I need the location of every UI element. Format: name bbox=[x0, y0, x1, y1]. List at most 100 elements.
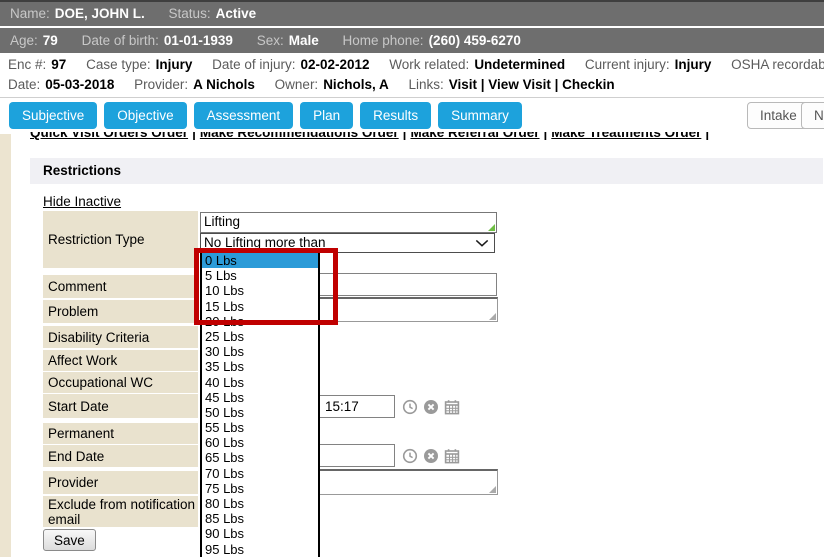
sex-value: Male bbox=[288, 33, 319, 48]
dropdown-option[interactable]: 20 Lbs bbox=[205, 313, 245, 329]
work-related-value: Undetermined bbox=[474, 57, 566, 72]
restriction-type-selected-value: No Lifting more than bbox=[204, 235, 326, 250]
intake-button[interactable]: Intake bbox=[747, 102, 810, 129]
owner-label: Owner: bbox=[274, 77, 319, 92]
home-phone-value: (260) 459-6270 bbox=[428, 33, 521, 48]
dropdown-option[interactable]: 40 Lbs bbox=[205, 374, 245, 390]
age-label: Age: bbox=[10, 33, 38, 48]
dropdown-option[interactable]: 15 Lbs bbox=[205, 298, 245, 314]
label-affect-work: Affect Work bbox=[43, 350, 198, 371]
make-referral-link[interactable]: Make Referral Order bbox=[410, 132, 540, 140]
tab-summary[interactable]: Summary bbox=[438, 102, 522, 129]
dropdown-option[interactable]: 60 Lbs bbox=[205, 435, 245, 451]
dropdown-option[interactable]: 85 Lbs bbox=[205, 511, 245, 527]
chevron-down-icon bbox=[475, 239, 489, 247]
order-links-row: Quick Visit Orders Order | Make Recommenda… bbox=[30, 132, 810, 145]
label-text: Permanent bbox=[48, 426, 115, 441]
top-edge-line bbox=[0, 0, 824, 2]
make-treatments-link[interactable]: Make Treatments Order bbox=[551, 132, 702, 140]
header-divider bbox=[0, 97, 824, 98]
tab-subjective[interactable]: Subjective bbox=[9, 102, 98, 129]
date-value: 05-03-2018 bbox=[45, 77, 115, 92]
calendar-icon[interactable] bbox=[444, 399, 460, 415]
dropdown-option[interactable]: 25 Lbs bbox=[205, 328, 245, 344]
sex-label: Sex: bbox=[256, 33, 284, 48]
dropdown-option[interactable]: 10 Lbs bbox=[205, 283, 245, 299]
tab-objective[interactable]: Objective bbox=[104, 102, 187, 129]
dropdown-option[interactable]: 35 Lbs bbox=[205, 359, 245, 375]
dropdown-option[interactable]: 65 Lbs bbox=[205, 450, 245, 466]
label-text: Affect Work bbox=[48, 353, 118, 368]
restriction-type-select[interactable]: No Lifting more than bbox=[200, 233, 495, 253]
dob-label: Date of birth: bbox=[81, 33, 159, 48]
clock-icon[interactable] bbox=[402, 399, 418, 415]
link-separator: | bbox=[705, 132, 710, 140]
label-end-date: End Date bbox=[43, 445, 198, 467]
make-recommendations-link[interactable]: Make Recommendations Order bbox=[199, 132, 399, 140]
osha-recordable-label: OSHA recordable: bbox=[731, 57, 824, 72]
patient-bar-2: Age: 79 Date of birth: 01-01-1939 Sex: Male… bbox=[0, 28, 824, 53]
name-label: Name: bbox=[10, 6, 50, 21]
dropdown-option[interactable]: 70 Lbs bbox=[205, 465, 245, 481]
save-button[interactable]: Save bbox=[43, 529, 96, 551]
dropdown-option[interactable]: 45 Lbs bbox=[205, 389, 245, 405]
encounter-info: Enc #: 97 Case type: Injury Date of injury… bbox=[0, 55, 824, 95]
label-occupational-wc: Occupational WC bbox=[43, 372, 198, 393]
encounter-line-1: Enc #: 97 Case type: Injury Date of injury… bbox=[8, 55, 824, 75]
link-separator: | bbox=[402, 132, 407, 140]
tab-plan[interactable]: Plan bbox=[300, 102, 354, 129]
chart-tabs: Subjective Objective Assessment Plan Res… bbox=[9, 102, 522, 130]
enc-number-label: Enc #: bbox=[8, 57, 47, 72]
label-text: Problem bbox=[48, 304, 99, 319]
label-text: Occupational WC bbox=[48, 375, 154, 390]
nurse-button-clipped[interactable]: Nur bbox=[801, 102, 824, 129]
links-visit-group[interactable]: Visit | View Visit | Checkin bbox=[448, 77, 615, 92]
hide-inactive-link[interactable]: Hide Inactive bbox=[43, 194, 122, 209]
dropdown-option[interactable]: 30 Lbs bbox=[205, 344, 245, 360]
dropdown-option[interactable]: 50 Lbs bbox=[205, 404, 245, 420]
dropdown-option[interactable]: 80 Lbs bbox=[205, 496, 245, 511]
tab-results[interactable]: Results bbox=[360, 102, 432, 129]
dropdown-option[interactable]: 5 Lbs bbox=[205, 268, 237, 284]
case-type-value: Injury bbox=[155, 57, 193, 72]
resize-handle-icon[interactable] bbox=[488, 224, 495, 231]
section-title: Restrictions bbox=[43, 163, 122, 178]
name-value: DOE, JOHN L. bbox=[54, 6, 145, 21]
link-separator: | bbox=[192, 132, 196, 140]
provider-value: A Nichols bbox=[193, 77, 255, 92]
label-text: Disability Criteria bbox=[48, 329, 150, 345]
provider-label: Provider: bbox=[134, 77, 189, 92]
restriction-name-value: Lifting bbox=[204, 214, 241, 229]
x-circle-icon[interactable] bbox=[423, 399, 439, 415]
status-label: Status: bbox=[168, 6, 211, 21]
resize-handle-icon[interactable] bbox=[489, 486, 496, 493]
encounter-line-2: Date: 05-03-2018 Provider: A Nichols Owner… bbox=[8, 75, 824, 95]
label-comment: Comment bbox=[43, 275, 198, 298]
label-text: Restriction Type bbox=[48, 232, 145, 247]
label-restriction-type: Restriction Type bbox=[43, 211, 198, 268]
dropdown-option[interactable]: 75 Lbs bbox=[205, 480, 245, 496]
restriction-name-textarea[interactable]: Lifting bbox=[200, 212, 497, 233]
dropdown-option[interactable]: 95 Lbs bbox=[205, 541, 245, 557]
patient-bar-1: Name: DOE, JOHN L. Status: Active bbox=[0, 2, 824, 26]
work-related-label: Work related: bbox=[389, 57, 470, 72]
tab-assessment[interactable]: Assessment bbox=[193, 102, 294, 129]
label-permanent: Permanent bbox=[43, 423, 198, 444]
dropdown-option-selected[interactable]: 0 Lbs bbox=[202, 253, 318, 269]
clock-icon[interactable] bbox=[402, 448, 418, 464]
links-label: Links: bbox=[408, 77, 444, 92]
label-start-date: Start Date bbox=[43, 394, 198, 418]
label-provider: Provider bbox=[43, 471, 198, 494]
calendar-icon[interactable] bbox=[444, 448, 460, 464]
link-separator: | bbox=[543, 132, 548, 140]
dropdown-option[interactable]: 55 Lbs bbox=[205, 420, 245, 436]
start-date-icons bbox=[402, 399, 460, 415]
owner-value: Nichols, A bbox=[323, 77, 389, 92]
label-text: Exclude from notification email bbox=[48, 496, 196, 527]
quick-visit-orders-link[interactable]: Quick Visit Orders Order bbox=[30, 132, 189, 140]
dropdown-option[interactable]: 90 Lbs bbox=[205, 526, 245, 542]
date-label: Date: bbox=[8, 77, 41, 92]
resize-handle-icon[interactable] bbox=[489, 313, 496, 320]
enc-number-value: 97 bbox=[51, 57, 67, 72]
x-circle-icon[interactable] bbox=[423, 448, 439, 464]
